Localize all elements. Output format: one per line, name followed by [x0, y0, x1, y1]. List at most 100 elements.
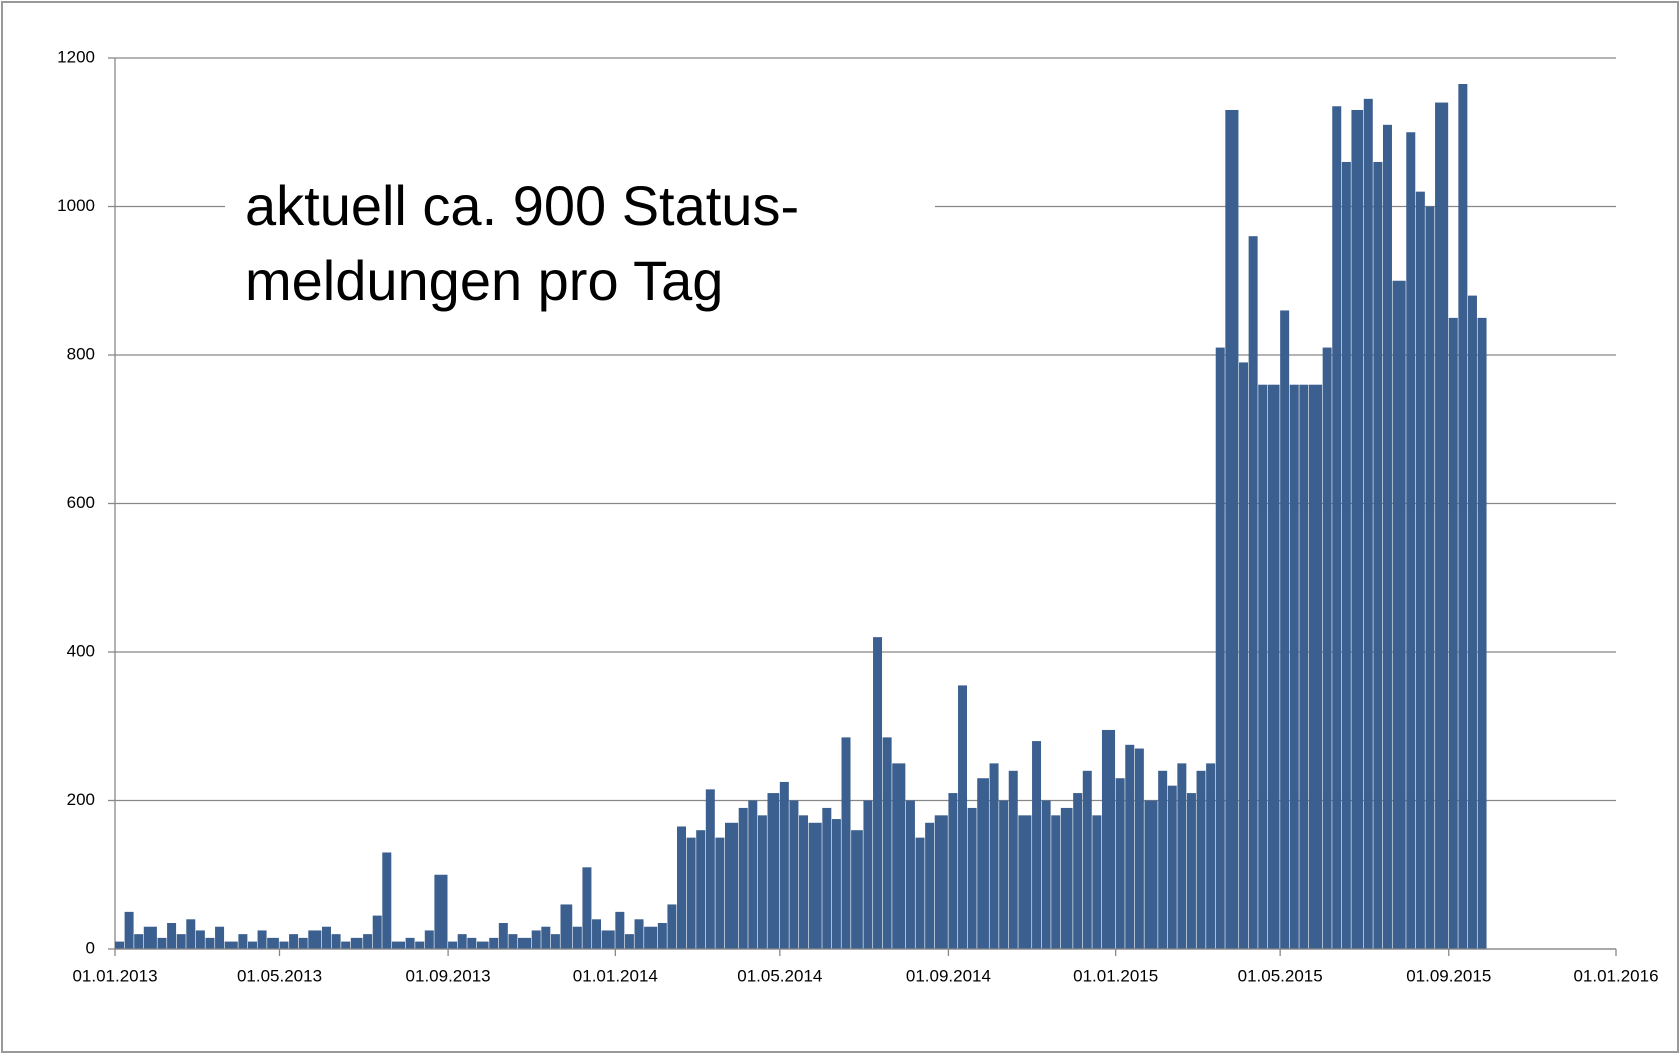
- bar: [1092, 815, 1102, 949]
- bar: [1144, 800, 1158, 949]
- bar: [1008, 770, 1018, 949]
- bar: [831, 819, 841, 949]
- bar: [1435, 102, 1449, 950]
- bar: [1032, 741, 1042, 949]
- bar: [498, 923, 508, 949]
- bar: [238, 934, 248, 949]
- bar: [667, 904, 677, 949]
- bar: [321, 926, 331, 949]
- bar: [1206, 763, 1216, 949]
- bar: [448, 941, 458, 949]
- bar: [298, 937, 308, 949]
- y-tick-label: 800: [67, 344, 95, 363]
- bar: [476, 941, 489, 949]
- bar: [863, 800, 873, 949]
- bar: [657, 923, 667, 949]
- bar: [1196, 770, 1206, 949]
- annotation: aktuell ca. 900 Status-: [245, 174, 799, 237]
- bar: [915, 837, 925, 949]
- bar: [531, 930, 541, 949]
- bar: [1215, 347, 1225, 949]
- bar: [1239, 362, 1249, 949]
- bar: [1060, 807, 1073, 949]
- bar: [1341, 161, 1351, 949]
- bar: [363, 934, 373, 949]
- bar: [999, 800, 1009, 949]
- bar: [724, 822, 739, 949]
- x-tick-label: 01.09.2015: [1406, 966, 1491, 985]
- bar: [518, 937, 532, 949]
- bar: [1299, 384, 1309, 949]
- bar: [841, 737, 851, 949]
- bar: [757, 815, 767, 949]
- bar: [748, 800, 758, 949]
- bar: [550, 934, 560, 949]
- bar: [582, 867, 592, 949]
- bar: [341, 941, 351, 949]
- bar: [224, 941, 238, 949]
- x-tick-label: 01.01.2016: [1573, 966, 1658, 985]
- bar: [434, 874, 448, 949]
- bar: [615, 911, 625, 949]
- x-tick-label: 01.09.2014: [906, 966, 991, 985]
- bar: [289, 934, 299, 949]
- bar: [934, 815, 948, 949]
- x-tick-label: 01.09.2013: [406, 966, 491, 985]
- bar: [873, 637, 883, 949]
- y-tick-label: 400: [67, 641, 95, 660]
- bar: [247, 941, 257, 949]
- bar: [1332, 106, 1342, 949]
- bar: [1363, 98, 1373, 949]
- bar: [905, 800, 915, 949]
- bar: [1415, 191, 1425, 949]
- bar: [541, 926, 551, 949]
- bar: [405, 937, 415, 949]
- bar: [331, 934, 341, 949]
- bar: [1406, 132, 1416, 949]
- bar: [124, 911, 134, 949]
- bar: [634, 919, 644, 949]
- bar: [157, 937, 167, 949]
- bar: [644, 926, 658, 949]
- bar: [989, 763, 999, 949]
- bar: [882, 737, 892, 949]
- bar: [1186, 793, 1196, 949]
- bar: [592, 919, 602, 949]
- bar: [415, 941, 425, 949]
- bar: [1134, 748, 1144, 949]
- bar: [799, 815, 809, 949]
- bar: [467, 937, 477, 949]
- bar: [424, 930, 434, 949]
- bar: [1167, 785, 1177, 949]
- bar: [215, 926, 225, 949]
- bar: [1051, 815, 1061, 949]
- bar: [1308, 384, 1323, 949]
- bar: [779, 781, 789, 949]
- bar: [1425, 206, 1435, 949]
- bar: [958, 685, 968, 949]
- bar: [205, 937, 215, 949]
- bar: [1280, 310, 1290, 949]
- bar: [1322, 347, 1332, 949]
- bar: [677, 826, 687, 949]
- bar: [267, 937, 279, 949]
- bar: [1018, 815, 1032, 949]
- bar: [705, 789, 715, 949]
- bar: [1477, 317, 1487, 949]
- bar: [1467, 295, 1477, 950]
- bar: [372, 915, 382, 949]
- y-tick-label: 1000: [57, 196, 95, 215]
- bar: [1115, 778, 1125, 949]
- bar: [1458, 83, 1468, 950]
- bar: [1373, 161, 1383, 949]
- bar: [457, 934, 467, 949]
- bar: [1225, 109, 1239, 950]
- bar: [350, 937, 363, 949]
- bar: [115, 941, 124, 949]
- y-tick-label: 0: [86, 938, 95, 957]
- bar: [186, 919, 196, 949]
- bar: [489, 937, 499, 949]
- bar: [1258, 384, 1268, 949]
- bar: [508, 934, 518, 949]
